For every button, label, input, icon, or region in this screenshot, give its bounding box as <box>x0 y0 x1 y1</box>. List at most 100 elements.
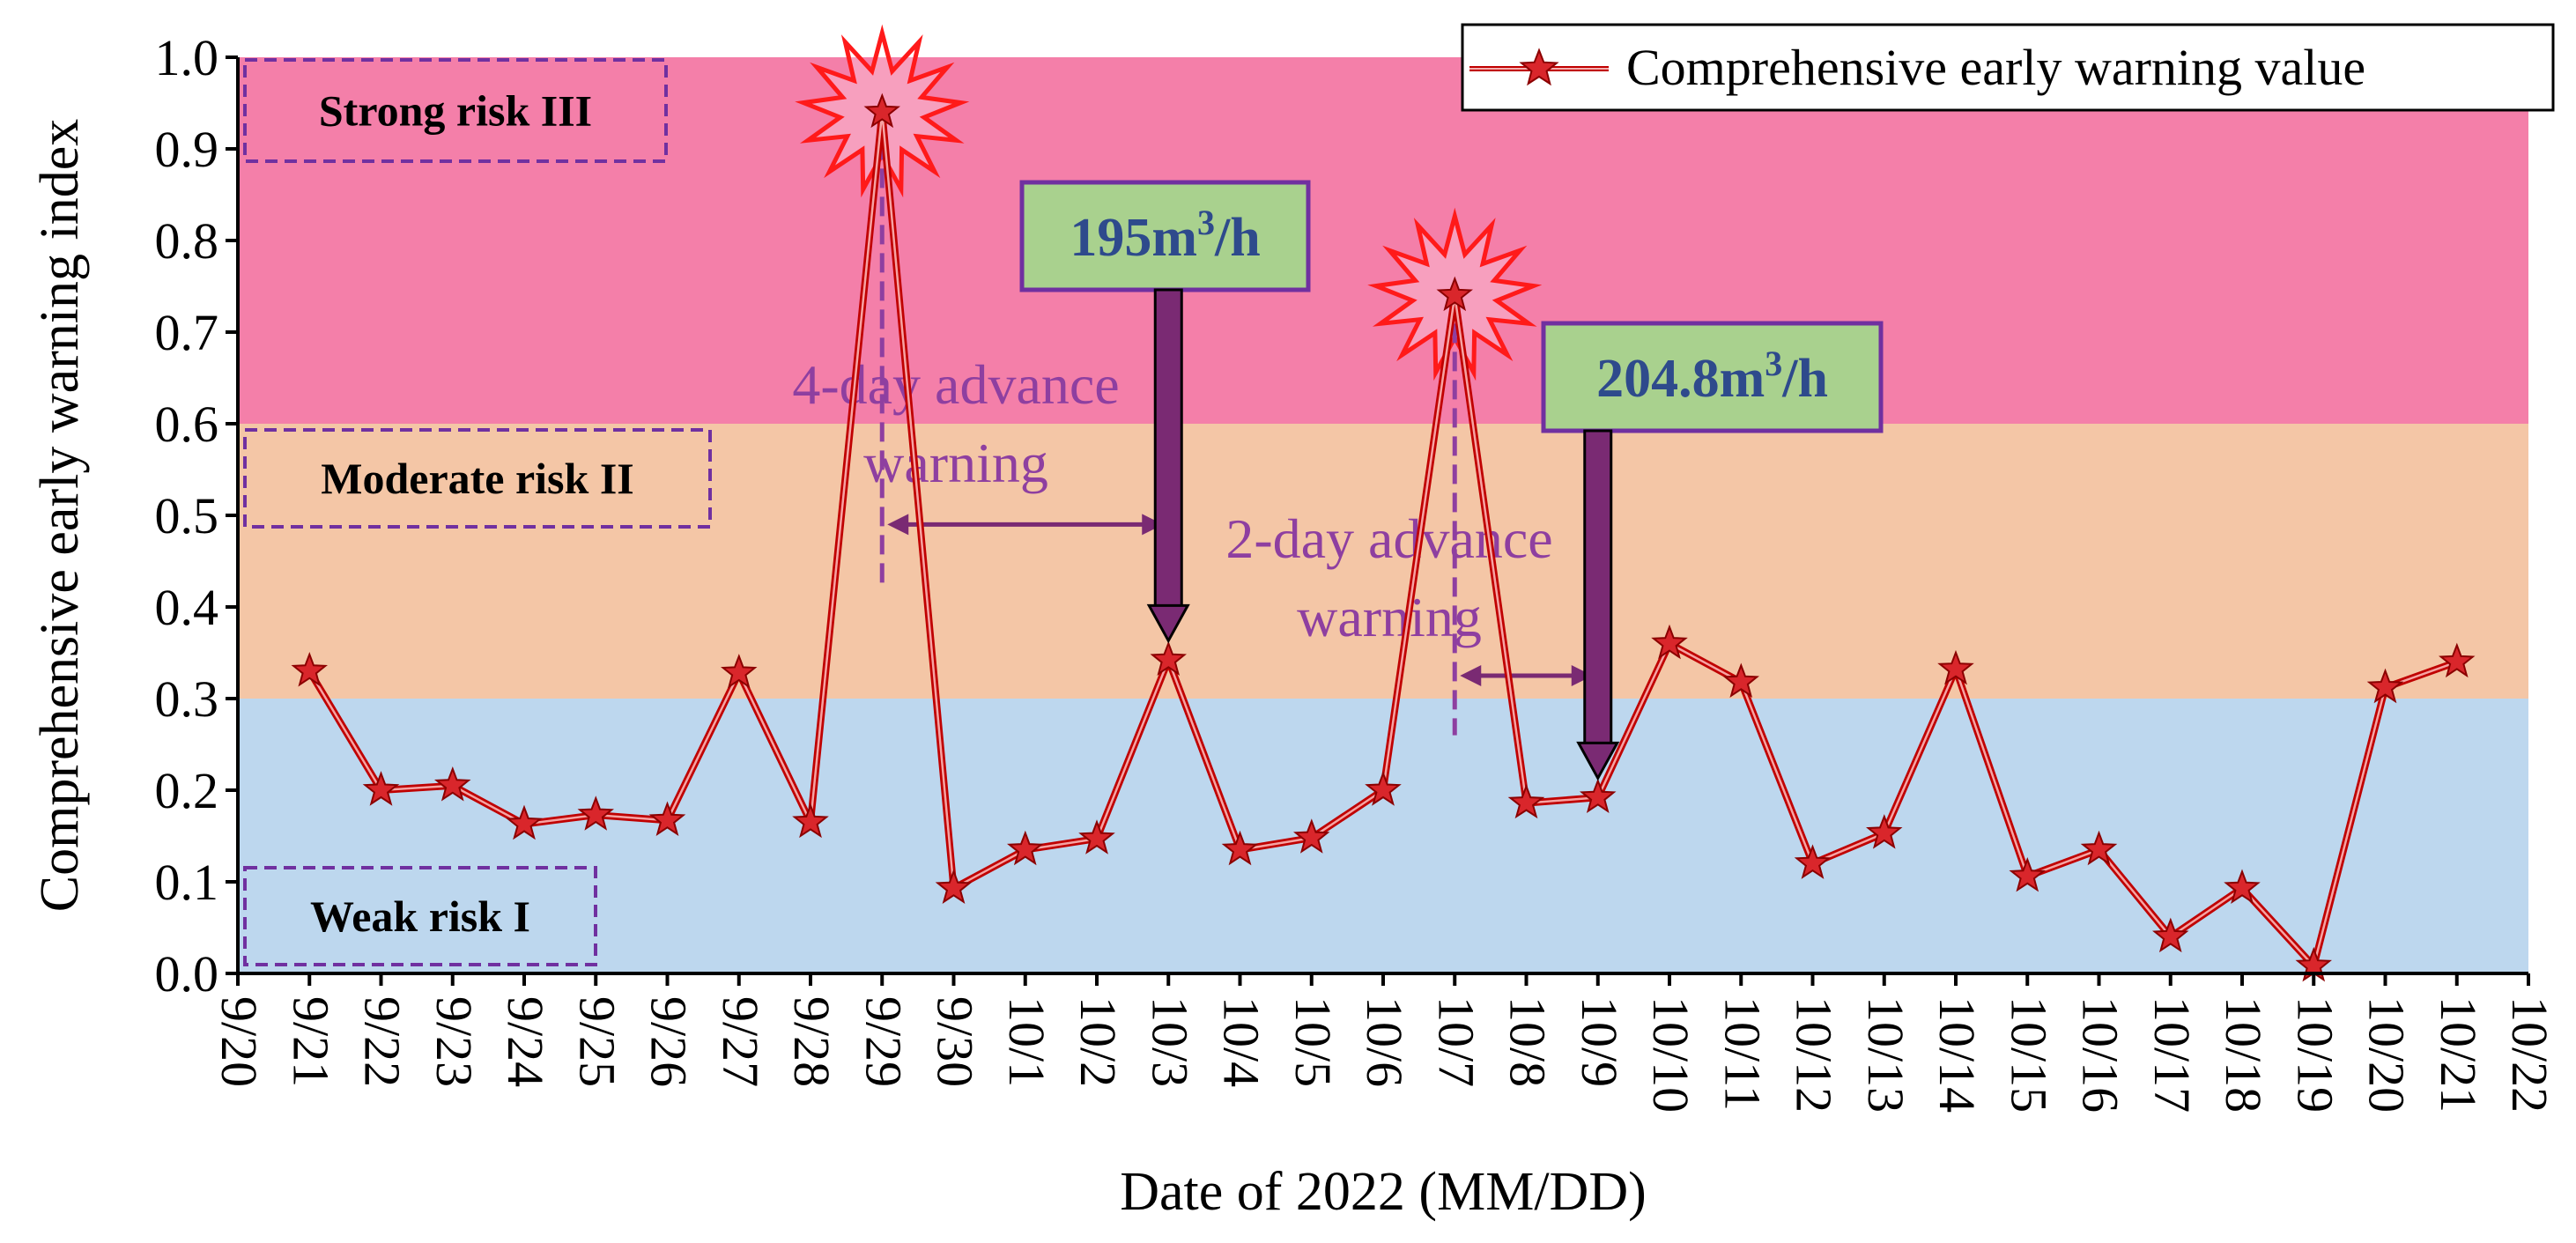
x-tick-label: 10/14 <box>1928 996 1986 1113</box>
data-point <box>935 869 973 905</box>
flow-arrowhead-2 <box>1576 741 1620 781</box>
flow-arrow-shaft-1 <box>1153 288 1183 609</box>
y-tick-label: 0.7 <box>155 304 219 361</box>
flow-label-sup: 3 <box>1765 344 1782 383</box>
band-label-2: Moderate risk II <box>321 454 634 503</box>
data-point <box>2009 856 2047 892</box>
flow-label-2: 204.8m3/h <box>1596 344 1828 409</box>
x-tick-label: 9/21 <box>282 996 339 1087</box>
x-tick-label: 10/2 <box>1070 996 1127 1087</box>
y-tick-label: 1.0 <box>155 29 219 86</box>
x-tick-label: 9/24 <box>497 996 554 1087</box>
x-tick-label: 9/22 <box>354 996 411 1087</box>
data-point <box>1150 640 1187 677</box>
x-tick-label: 9/23 <box>426 996 483 1087</box>
x-tick-label: 10/10 <box>1642 996 1699 1113</box>
data-point <box>291 651 328 687</box>
data-point <box>1794 844 1832 879</box>
y-tick-label: 0.2 <box>155 762 219 819</box>
data-point <box>2080 830 2118 866</box>
data-point <box>1722 662 1759 699</box>
x-tick-label: 9/25 <box>568 996 625 1087</box>
band-label-box-2 <box>243 428 712 529</box>
x-tick-label: 9/28 <box>783 996 840 1087</box>
advance-warning-text-2-line2: warning <box>1297 586 1482 648</box>
flow-arrowhead-1 <box>1146 603 1190 644</box>
x-tick-label: 10/12 <box>1786 996 1843 1113</box>
x-tick-label: 10/6 <box>1356 996 1413 1087</box>
data-point <box>1078 819 1115 855</box>
x-tick-label: 9/20 <box>211 996 268 1087</box>
x-tick-label: 10/17 <box>2143 996 2201 1113</box>
data-point <box>1365 771 1402 806</box>
x-tick-label: 10/1 <box>998 996 1055 1087</box>
data-point <box>1580 778 1617 814</box>
data-point <box>1937 649 1974 685</box>
data-point <box>721 654 758 689</box>
x-tick-label: 10/11 <box>1714 996 1771 1111</box>
x-tick-label: 10/22 <box>2501 996 2558 1113</box>
data-point <box>2224 869 2261 905</box>
data-point <box>648 801 686 837</box>
y-tick-label: 0.9 <box>155 121 219 178</box>
data-point <box>506 804 543 840</box>
flow-label-1: 195m3/h <box>1070 203 1260 268</box>
x-tick-label: 10/9 <box>1571 996 1628 1087</box>
band-2 <box>238 424 2528 699</box>
x-tick-label: 10/13 <box>1857 996 1914 1113</box>
data-point <box>1507 783 1545 819</box>
x-tick-label: 10/3 <box>1141 996 1198 1087</box>
data-point <box>792 803 829 839</box>
data-point <box>1293 818 1330 854</box>
data-point <box>362 771 400 806</box>
y-axis-title: Comprehensive early warning index <box>30 119 90 912</box>
x-tick-label: 10/4 <box>1213 996 1270 1087</box>
flow-label-sup: 3 <box>1197 203 1215 242</box>
flow-label-unit: /h <box>1214 208 1261 268</box>
advance-arrowhead-right-1 <box>1142 514 1164 536</box>
legend-box <box>1461 23 2555 112</box>
data-point <box>863 92 900 129</box>
x-tick-label: 10/8 <box>1499 996 1557 1087</box>
x-tick-label: 9/26 <box>640 996 698 1087</box>
x-tick-label: 10/7 <box>1427 996 1484 1087</box>
x-tick-label: 10/20 <box>2358 996 2416 1113</box>
x-tick-label: 10/19 <box>2286 996 2343 1113</box>
y-tick-label: 0.0 <box>155 945 219 1003</box>
band-label-box-1 <box>243 866 597 966</box>
x-tick-label: 10/18 <box>2215 996 2272 1113</box>
band-label-box-3 <box>243 58 668 163</box>
data-point <box>1866 814 1903 849</box>
x-tick-label: 9/30 <box>927 996 984 1087</box>
y-tick-label: 0.8 <box>155 212 219 270</box>
x-tick-label: 10/21 <box>2430 996 2487 1113</box>
flow-arrow-shaft-2 <box>1583 429 1613 746</box>
data-point <box>1007 830 1044 866</box>
advance-arrowhead-left-1 <box>887 514 909 536</box>
series-line <box>291 92 2476 982</box>
band-3 <box>238 57 2528 424</box>
risk-band-labels: Weak risk I Moderate risk II Strong risk I… <box>243 58 712 966</box>
x-tick-label: 9/27 <box>712 996 769 1087</box>
y-tick-label: 0.4 <box>155 579 219 636</box>
advance-warning-annotations: 4-day advance warning 2-day advance warning <box>792 112 1593 736</box>
flow-box-1 <box>1019 180 1311 292</box>
x-tick-label: 10/16 <box>2072 996 2129 1113</box>
band-1 <box>238 699 2528 973</box>
data-point <box>2439 642 2476 678</box>
x-tick-label: 10/5 <box>1284 996 1342 1087</box>
flow-label-base: 195m <box>1070 208 1197 268</box>
data-point <box>577 795 614 831</box>
advance-arrowhead-right-2 <box>1571 665 1593 686</box>
band-label-3: Strong risk III <box>319 86 592 136</box>
data-point <box>2152 917 2189 953</box>
legend-star-marker <box>1519 48 1559 86</box>
legend-label: Comprehensive early warning value <box>1626 39 2365 96</box>
data-point <box>1436 276 1473 312</box>
data-point <box>434 766 471 802</box>
axes: 0.00.10.20.30.40.50.60.70.80.91.09/20 9/2… <box>30 29 2558 1222</box>
y-tick-label: 0.6 <box>155 396 219 453</box>
data-point <box>2366 668 2404 704</box>
